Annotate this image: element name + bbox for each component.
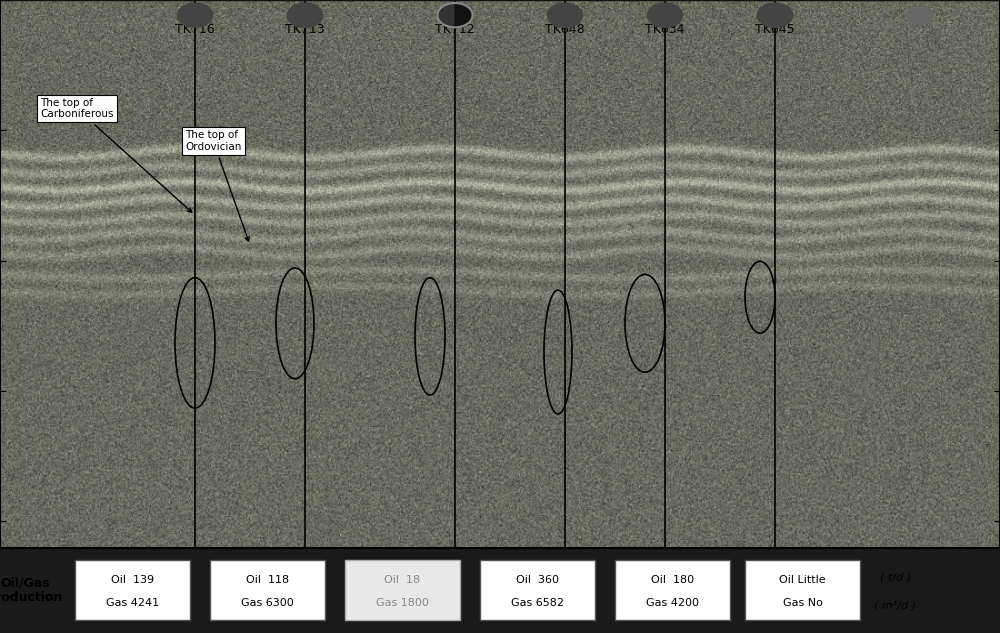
- Text: Oil/Gas
Production: Oil/Gas Production: [0, 576, 63, 605]
- FancyBboxPatch shape: [480, 560, 595, 620]
- Text: TK648: TK648: [545, 23, 585, 37]
- FancyBboxPatch shape: [210, 560, 325, 620]
- Text: TK634: TK634: [645, 23, 685, 37]
- Circle shape: [647, 3, 683, 27]
- Text: Oil Little: Oil Little: [779, 575, 826, 585]
- Text: Gas 6582: Gas 6582: [511, 598, 564, 608]
- Circle shape: [907, 6, 933, 24]
- Text: Gas 6300: Gas 6300: [241, 598, 294, 608]
- Text: TK645: TK645: [755, 23, 795, 37]
- Text: Gas 4241: Gas 4241: [106, 598, 159, 608]
- Circle shape: [757, 3, 793, 27]
- FancyBboxPatch shape: [345, 560, 460, 620]
- FancyBboxPatch shape: [75, 560, 190, 620]
- Text: Oil  360: Oil 360: [516, 575, 559, 585]
- Text: Oil  118: Oil 118: [246, 575, 289, 585]
- Text: TK712: TK712: [435, 23, 475, 37]
- Text: Oil  180: Oil 180: [651, 575, 694, 585]
- Circle shape: [287, 3, 323, 27]
- Text: TK716: TK716: [175, 23, 215, 37]
- Text: TK713: TK713: [285, 23, 325, 37]
- FancyBboxPatch shape: [745, 560, 860, 620]
- FancyBboxPatch shape: [615, 560, 730, 620]
- Text: The top of
Ordovician: The top of Ordovician: [185, 130, 249, 241]
- Text: The top of
Carboniferous: The top of Carboniferous: [40, 97, 192, 212]
- Text: Gas 1800: Gas 1800: [376, 598, 429, 608]
- Text: Oil  18: Oil 18: [384, 575, 421, 585]
- Text: Oil  139: Oil 139: [111, 575, 154, 585]
- Text: ( t/d ): ( t/d ): [880, 572, 910, 582]
- Circle shape: [177, 3, 213, 27]
- Text: Gas 4200: Gas 4200: [646, 598, 699, 608]
- Circle shape: [547, 3, 583, 27]
- Text: ( m³/d ): ( m³/d ): [874, 601, 916, 611]
- Text: Gas No: Gas No: [783, 598, 822, 608]
- Polygon shape: [437, 3, 455, 27]
- Polygon shape: [455, 3, 473, 27]
